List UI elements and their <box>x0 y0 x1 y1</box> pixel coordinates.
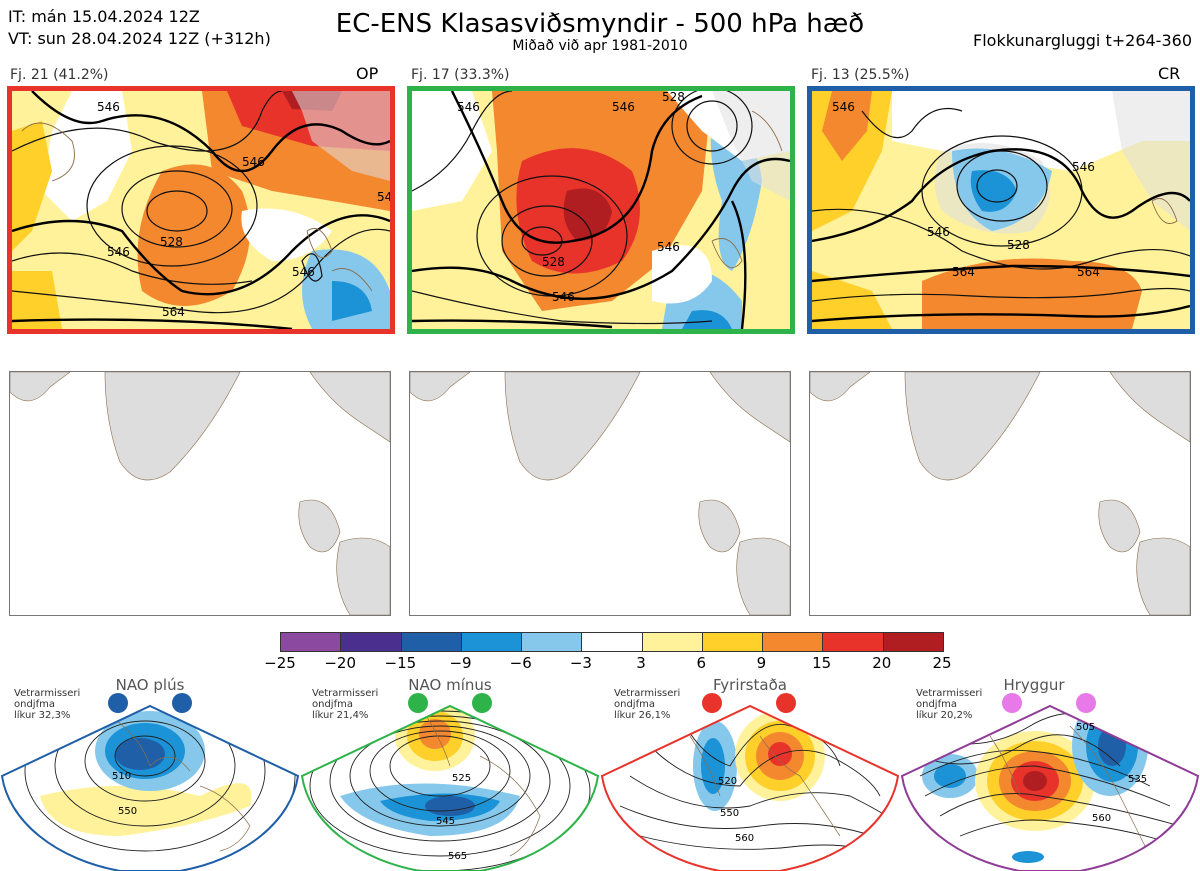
classification-window: Flokkunargluggi t+264-360 <box>973 31 1192 50</box>
contour-label: 546 <box>457 100 480 114</box>
contour-label: 560 <box>1092 813 1111 824</box>
cluster-1-label: Fj. 21 (41.2%) <box>10 67 109 83</box>
colorbar-tick-label: 9 <box>756 654 767 672</box>
empty-map-3 <box>809 371 1191 616</box>
regime-info: Vetrarmisseri ondjfma líkur 26,1% <box>614 688 681 721</box>
cluster-3-map: 546 528 546 564 564 546 <box>807 86 1195 334</box>
weather-regimes: NAO plús Vetrarmisseri ondjfma líkur 32,… <box>0 676 1200 871</box>
colorbar-tick-label: −6 <box>509 654 532 672</box>
contour-label: 550 <box>118 806 137 817</box>
cluster-2-label: Fj. 17 (33.3%) <box>411 67 510 83</box>
regime-name: NAO plús <box>115 676 185 694</box>
colorbar-swatch <box>341 633 402 651</box>
contour-label: 546 <box>107 245 130 259</box>
contour-label: 546 <box>377 190 390 204</box>
regime-info: Vetrarmisseri ondjfma líkur 32,3% <box>14 688 81 721</box>
colorbar-tick-label: −9 <box>449 654 472 672</box>
regime-name: NAO mínus <box>408 676 492 694</box>
colorbar-swatch <box>401 633 462 651</box>
regime-blocking: Fyrirstaða Vetrarmisseri ondjfma líkur 2… <box>600 676 900 871</box>
contour-label: 546 <box>927 225 950 239</box>
contour-label: 565 <box>448 851 467 862</box>
colorbar-swatch <box>522 633 583 651</box>
regime-nao-plus: NAO plús Vetrarmisseri ondjfma líkur 32,… <box>0 676 300 871</box>
contour-label: 546 <box>242 155 265 169</box>
colorbar-tick-label: −20 <box>324 654 356 672</box>
contour-label: 535 <box>1128 774 1147 785</box>
colorbar-tick-label: 6 <box>696 654 707 672</box>
regime-ridge: Hryggur Vetrarmisseri ondjfma líkur 20,2… <box>900 676 1200 871</box>
regime-name: Hryggur <box>1003 676 1065 694</box>
contour-label: 510 <box>112 771 131 782</box>
contour-label: 564 <box>952 265 975 279</box>
contour-label: 546 <box>552 290 575 304</box>
contour-label: 525 <box>452 773 471 784</box>
cluster-2-map: 546 528 546 546 546 528 <box>407 86 795 334</box>
contour-label: 505 <box>1076 722 1095 733</box>
colorbar-tick-label: −25 <box>264 654 296 672</box>
colorbar-swatch <box>461 633 523 651</box>
contour-label: 560 <box>735 833 754 844</box>
contour-label: 546 <box>1072 160 1095 174</box>
cluster-1-tag: OP <box>356 64 379 83</box>
contour-label: 528 <box>662 91 685 104</box>
colorbar-tick-label: 15 <box>812 654 832 672</box>
colorbar-swatch <box>883 633 943 651</box>
cluster-1-map: 546 528 546 564 546 546 546 <box>7 86 395 334</box>
regime-nao-minus: NAO mínus Vetrarmisseri ondjfma líkur 21… <box>300 676 600 871</box>
contour-label: 546 <box>657 240 680 254</box>
contour-label: 528 <box>1007 238 1030 252</box>
empty-map-1 <box>9 371 391 616</box>
header-info: IT: mán 15.04.2024 12Z VT: sun 28.04.202… <box>8 6 271 50</box>
empty-map-2 <box>409 371 791 616</box>
colorbar-swatch <box>281 633 342 651</box>
colorbar-tick-label: −3 <box>569 654 592 672</box>
colorbar-tick-label: 3 <box>636 654 646 672</box>
contour-label: 546 <box>292 265 315 279</box>
initial-time: IT: mán 15.04.2024 12Z <box>8 7 200 26</box>
contour-label: 564 <box>162 305 185 319</box>
contour-label: 545 <box>436 816 455 827</box>
colorbar-tick-label: −15 <box>384 654 417 672</box>
valid-time: VT: sun 28.04.2024 12Z (+312h) <box>8 29 271 48</box>
colorbar-swatch <box>763 633 824 651</box>
contour-label: 546 <box>97 100 120 114</box>
colorbar-tick-label: 25 <box>932 654 952 672</box>
regime-info: Vetrarmisseri ondjfma líkur 20,2% <box>916 688 983 721</box>
colorbar-swatch <box>642 633 703 651</box>
regime-name: Fyrirstaða <box>713 676 787 694</box>
contour-label: 546 <box>832 100 855 114</box>
contour-label: 528 <box>542 255 565 269</box>
page-title: EC-ENS Klasasviðsmyndir - 500 hPa hæð <box>335 9 865 39</box>
colorbar-tick-label: 20 <box>872 654 892 672</box>
contour-label: 550 <box>720 808 739 819</box>
page-subtitle: Miðað við apr 1981-2010 <box>512 38 688 54</box>
colorbar-swatch <box>823 633 884 651</box>
contour-label: 520 <box>718 776 737 787</box>
regime-info: Vetrarmisseri ondjfma líkur 21,4% <box>312 688 379 721</box>
contour-label: 528 <box>160 235 183 249</box>
colorbar-swatch <box>582 633 643 651</box>
colorbar-swatch <box>702 633 764 651</box>
contour-label: 546 <box>612 100 635 114</box>
cluster-3-label: Fj. 13 (25.5%) <box>811 67 910 83</box>
colorbar <box>280 632 944 652</box>
contour-label: 564 <box>1077 265 1100 279</box>
cluster-3-tag: CR <box>1158 64 1181 83</box>
